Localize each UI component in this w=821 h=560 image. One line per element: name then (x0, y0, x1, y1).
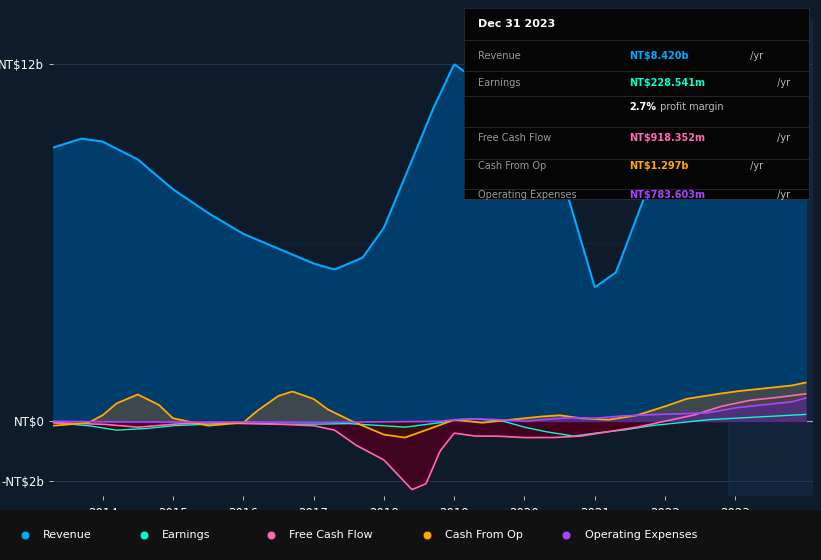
Text: NT$918.352m: NT$918.352m (630, 133, 705, 143)
Text: Cash From Op: Cash From Op (445, 530, 523, 540)
Text: /yr: /yr (747, 161, 764, 171)
Text: Dec 31 2023: Dec 31 2023 (478, 18, 555, 29)
Text: Cash From Op: Cash From Op (478, 161, 546, 171)
Text: Operating Expenses: Operating Expenses (585, 530, 697, 540)
Text: Free Cash Flow: Free Cash Flow (478, 133, 551, 143)
Text: 2.7%: 2.7% (630, 102, 656, 113)
Text: NT$1.297b: NT$1.297b (630, 161, 689, 171)
Text: NT$783.603m: NT$783.603m (630, 190, 705, 200)
Text: /yr: /yr (773, 78, 790, 88)
Text: Revenue: Revenue (478, 51, 521, 61)
Text: Free Cash Flow: Free Cash Flow (289, 530, 373, 540)
Text: Revenue: Revenue (43, 530, 91, 540)
Text: NT$228.541m: NT$228.541m (630, 78, 705, 88)
Text: /yr: /yr (773, 190, 790, 200)
Text: Earnings: Earnings (162, 530, 210, 540)
Text: /yr: /yr (773, 133, 790, 143)
Text: NT$8.420b: NT$8.420b (630, 51, 689, 61)
Bar (728, 20, 813, 496)
Text: Operating Expenses: Operating Expenses (478, 190, 576, 200)
Text: Earnings: Earnings (478, 78, 521, 88)
Text: /yr: /yr (747, 51, 764, 61)
Text: profit margin: profit margin (657, 102, 723, 113)
